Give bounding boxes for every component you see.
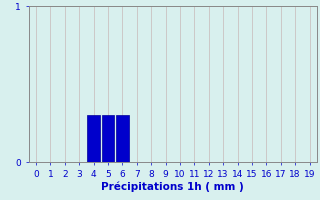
Bar (116, 115, 129, 162)
Bar (87, 115, 100, 162)
Bar (102, 115, 114, 162)
X-axis label: Précipitations 1h ( mm ): Précipitations 1h ( mm ) (101, 181, 244, 192)
